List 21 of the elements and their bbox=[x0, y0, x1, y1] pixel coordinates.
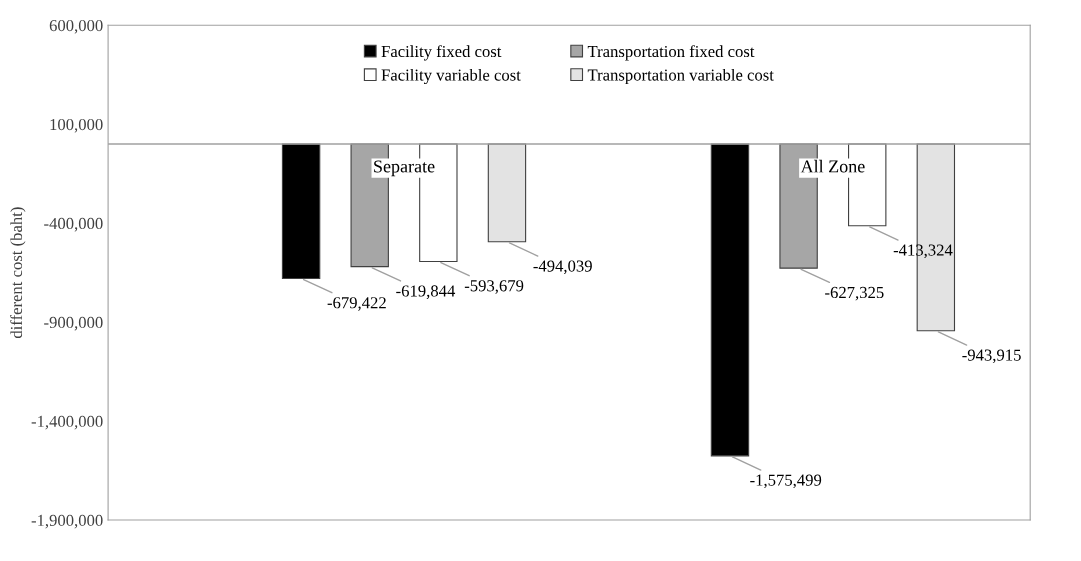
data-label: -619,844 bbox=[396, 285, 456, 299]
y-tick-label: -900,000 bbox=[44, 316, 103, 331]
data-label: -593,679 bbox=[464, 280, 524, 294]
data-label: -413,324 bbox=[893, 244, 953, 259]
legend-label: Transportation variable cost bbox=[587, 68, 774, 85]
y-tick-label: -1,900,000 bbox=[31, 514, 103, 529]
data-label: -627,325 bbox=[825, 286, 884, 301]
legend-label: Transportation fixed cost bbox=[587, 45, 755, 61]
x-tick-label: All Zone bbox=[800, 159, 865, 173]
legend-label: Facility variable cost bbox=[381, 68, 521, 85]
data-label: -943,915 bbox=[962, 349, 1021, 364]
y-tick-label: -400,000 bbox=[44, 217, 103, 232]
data-label: -679,422 bbox=[327, 297, 386, 311]
y-tick-label: 100,000 bbox=[50, 118, 103, 133]
legend-label: Facility fixed cost bbox=[381, 45, 502, 61]
data-label: -1,575,499 bbox=[750, 474, 822, 489]
y-axis-title: different cost (baht) bbox=[10, 207, 26, 339]
data-label: -494,039 bbox=[533, 260, 592, 275]
y-tick-label: 600,000 bbox=[49, 19, 103, 34]
x-tick-label: Separate bbox=[374, 160, 435, 177]
y-tick-label: -1,400,000 bbox=[31, 415, 103, 430]
